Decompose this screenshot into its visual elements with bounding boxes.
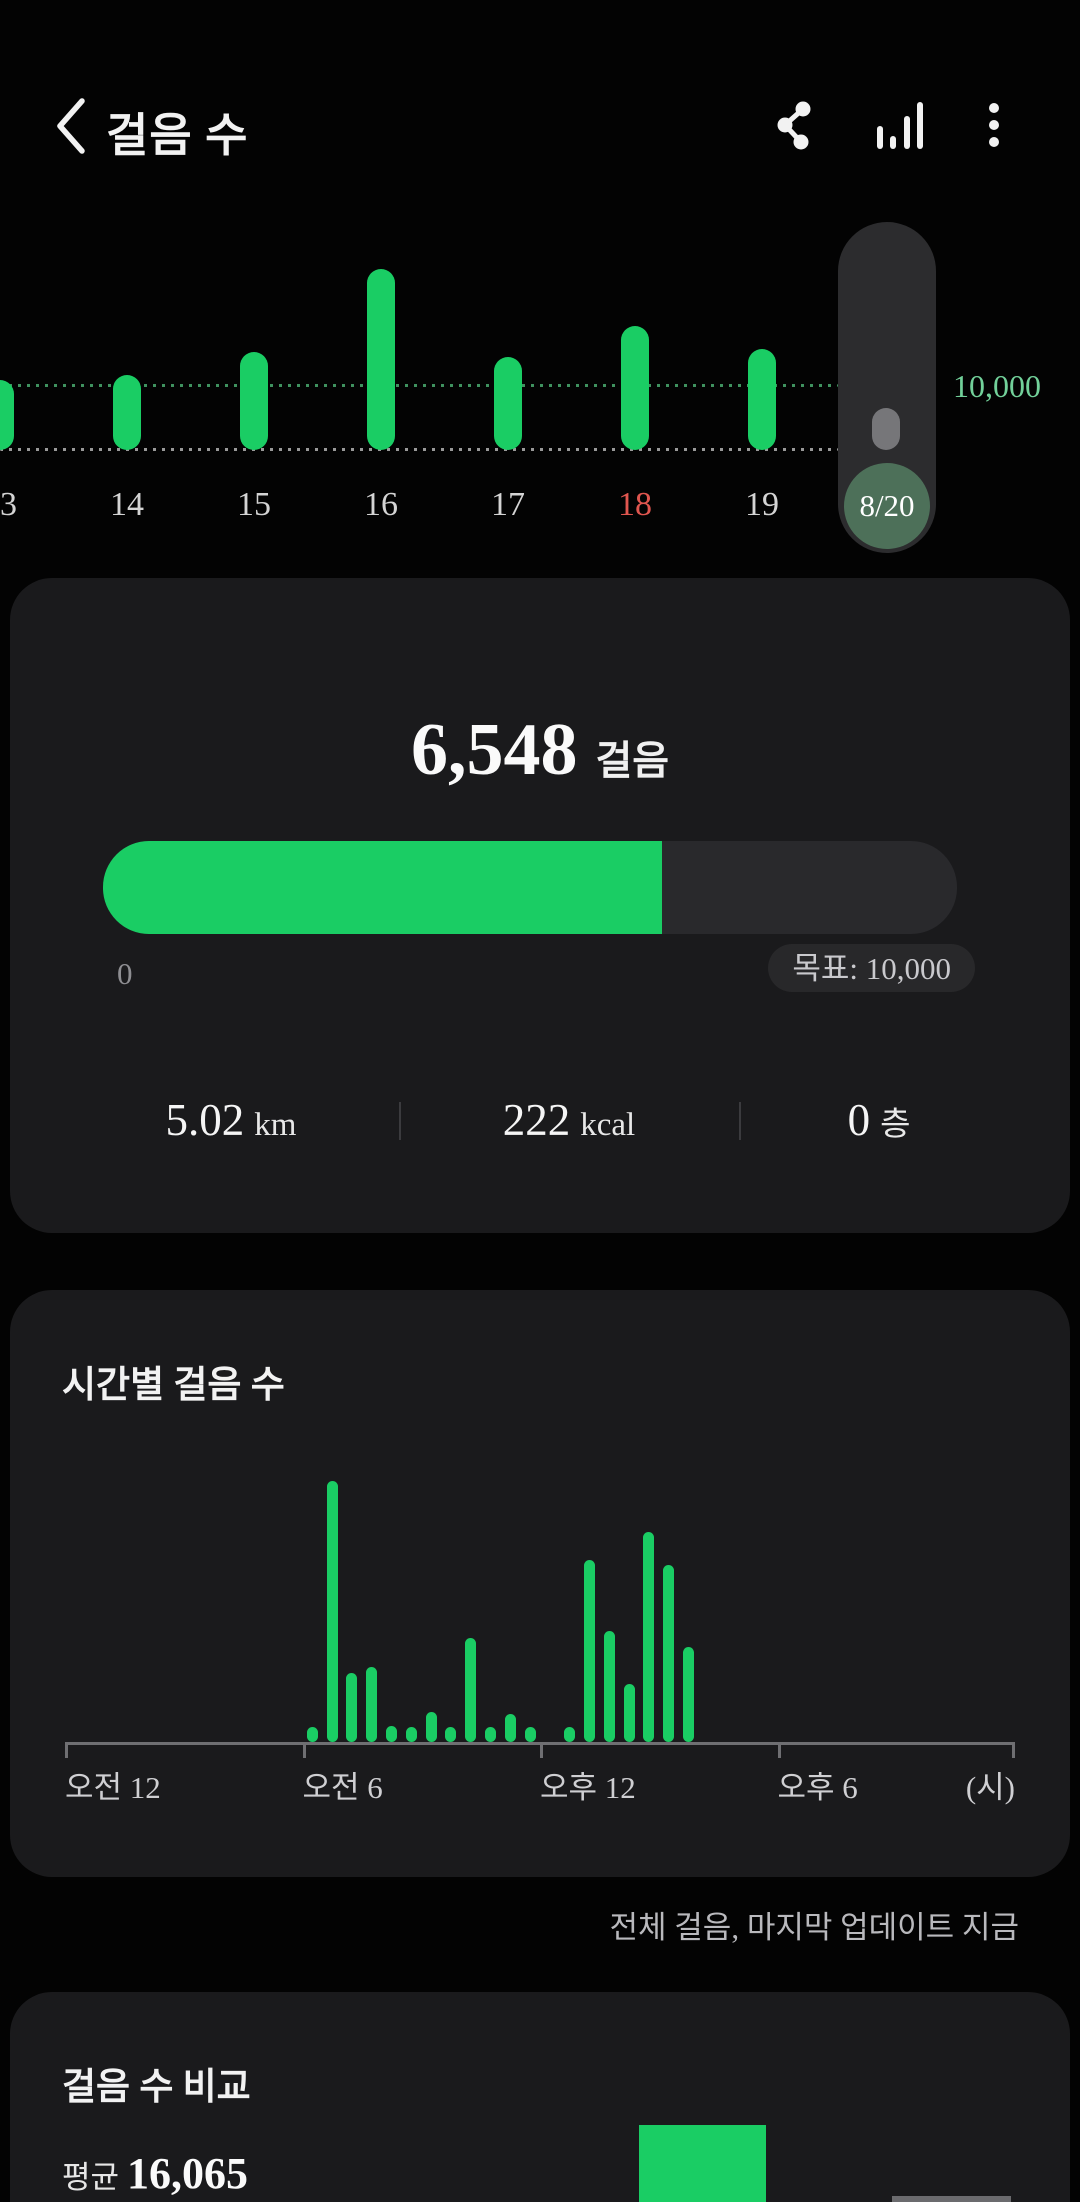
hourly-bar (623, 1684, 635, 1742)
step-comparison-card: 걸음 수 비교 평균 16,065 (10, 1992, 1070, 2202)
hourly-bar (405, 1727, 417, 1742)
step-summary-card: 6,548 걸음 0 목표: 10,000 5.02 km 222 kcal 0 층 (10, 578, 1070, 1233)
back-button[interactable] (46, 94, 98, 160)
average-value: 16,065 (127, 2149, 249, 2198)
average-label: 평균 (62, 2160, 120, 2195)
weekly-day-bar[interactable] (494, 357, 522, 450)
hourly-steps-card: 시간별 걸음 수 오전 12 오전 6 오후 12 오후 6 (시) (10, 1290, 1070, 1877)
goal-line (0, 384, 838, 387)
hourly-bar (663, 1565, 675, 1742)
hourly-bar (425, 1712, 437, 1742)
goal-value-label: 10,000 (953, 368, 1041, 404)
bar-chart-icon (877, 101, 923, 149)
trends-button[interactable] (872, 94, 928, 156)
more-menu-icon (989, 102, 999, 147)
hourly-bar (306, 1727, 318, 1742)
compare-bar-others (892, 2196, 1011, 2202)
weekly-day-bar[interactable] (0, 380, 14, 450)
last-updated-note: 전체 걸음, 마지막 업데이트 지금 (609, 1910, 1019, 1945)
hourly-bar (465, 1638, 477, 1742)
compare-bar-mine (639, 2125, 766, 2202)
weekly-day-bar[interactable] (240, 352, 268, 450)
step-count-value: 6,548 (410, 709, 578, 791)
axis-tick (302, 1742, 306, 1758)
step-count-row: 6,548 걸음 (10, 708, 1070, 793)
axis-tick-label: 오후 12 (540, 1770, 636, 1805)
hourly-bar (583, 1560, 595, 1742)
share-icon (777, 101, 811, 149)
axis-tick-label: 오전 6 (302, 1770, 383, 1805)
weekly-day-bar[interactable] (113, 375, 141, 450)
hourly-bar (643, 1532, 655, 1742)
weekly-day-label[interactable]: 15 (237, 486, 271, 523)
today-progress-minibar (872, 408, 900, 450)
hourly-bar (682, 1647, 694, 1742)
metric-divider (399, 1102, 401, 1140)
progress-range-start: 0 (117, 956, 133, 991)
hourly-card-title: 시간별 걸음 수 (62, 1365, 285, 1406)
weekly-day-label[interactable]: 18 (618, 486, 652, 523)
metric-kcal: 222 kcal (502, 1095, 636, 1145)
hourly-bar (485, 1727, 497, 1742)
goal-progress-track (103, 841, 957, 934)
more-options-button[interactable] (981, 96, 1007, 156)
hourly-bar (603, 1631, 615, 1742)
goal-badge: 목표: 10,000 (768, 944, 975, 992)
weekly-day-label[interactable]: 17 (491, 486, 525, 523)
hourly-bar (346, 1673, 358, 1742)
back-chevron-icon (57, 97, 85, 154)
axis-tick (777, 1742, 781, 1758)
weekly-day-bar[interactable] (748, 349, 776, 450)
axis-tick (65, 1742, 68, 1758)
baseline (0, 448, 838, 451)
weekly-day-label[interactable]: 14 (110, 486, 144, 523)
goal-progress-fill (103, 841, 662, 934)
hourly-bar (564, 1727, 576, 1742)
page-title: 걸음 수 (106, 110, 249, 161)
metric-divider (739, 1102, 741, 1140)
compare-card-title: 걸음 수 비교 (62, 2067, 251, 2108)
axis-tick (540, 1742, 543, 1758)
average-steps-row: 평균 16,065 (62, 2148, 248, 2199)
weekly-day-bar[interactable] (621, 326, 649, 450)
hourly-bar (366, 1667, 378, 1742)
metric-km: 5.02 km (165, 1095, 297, 1145)
hourly-bar (524, 1727, 536, 1742)
weekly-day-label[interactable]: 19 (745, 486, 779, 523)
hourly-bar (445, 1727, 457, 1742)
hourly-bar (326, 1481, 338, 1742)
axis-tick-label: 오후 6 (777, 1770, 858, 1805)
hourly-bar (504, 1714, 516, 1742)
axis-tick (1012, 1742, 1015, 1758)
axis-tick-label: 오전 12 (65, 1770, 161, 1805)
selected-day-badge[interactable]: 8/20 (844, 463, 930, 549)
hourly-bar (386, 1726, 398, 1742)
weekly-day-label[interactable]: 16 (364, 486, 398, 523)
weekly-day-bar[interactable] (367, 269, 395, 450)
share-button[interactable] (771, 96, 819, 156)
weekly-day-label[interactable]: 13 (0, 486, 17, 523)
axis-tick-label: (시) (965, 1770, 1015, 1805)
weekly-step-chart: 13 14 15 16 17 18 19 8/20 10,000 (0, 0, 1080, 575)
step-count-unit: 걸음 (595, 738, 670, 783)
